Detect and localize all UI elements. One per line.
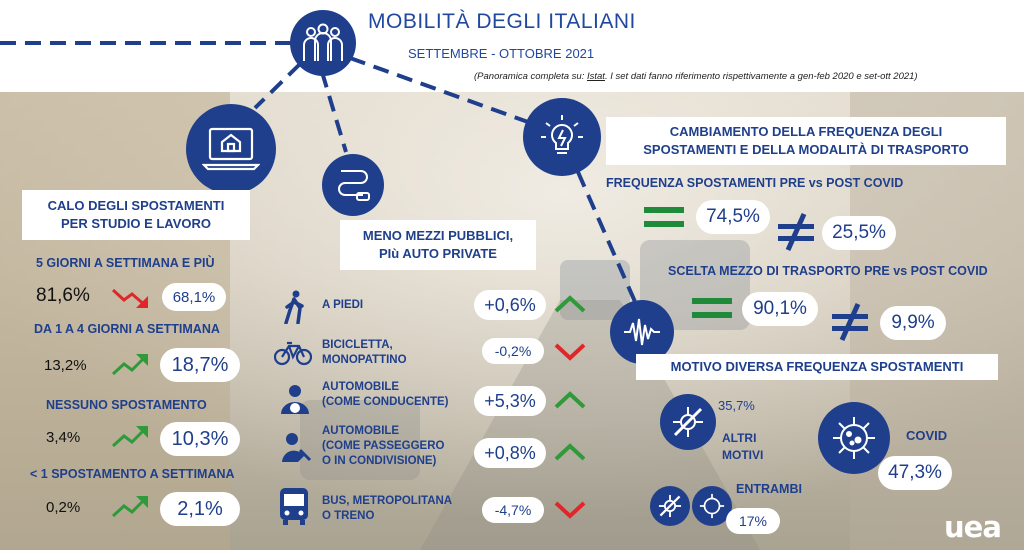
not-equal-icon [778,212,814,252]
other-reasons-small-icon [650,486,690,526]
left-row-2-before: 13,2% [44,357,87,374]
source-note: (Panoramica completa su: Istat. I set da… [474,71,918,82]
chevron-down-icon [554,501,586,519]
mode-1-value: +0,6% [474,290,546,320]
right-heading-line1: CAMBIAMENTO DELLA FREQUENZA DEGLI [669,124,943,139]
covid-virus-small-icon [692,486,732,526]
left-row-3-label: NESSUNO SPOSTAMENTO [46,398,207,412]
equals-icon [644,207,684,227]
trend-up-arrow-icon [111,426,148,448]
bicycle-icon [274,341,312,366]
middle-heading-line2: PIù AUTO PRIVATE [379,246,497,261]
mezzo-same-value: 90,1% [742,292,818,326]
left-heading-line2: PER STUDIO E LAVORO [61,216,211,231]
trend-up-arrow-icon [111,496,148,518]
covid-virus-icon [818,402,890,474]
altri-line1: ALTRI [722,431,757,445]
mezzo-label: SCELTA MEZZO DI TRASPORTO PRE vs POST CO… [668,264,988,278]
mode-4-line3: O IN CONDIVISIONE) [322,455,437,467]
freq-diff-value: 25,5% [822,216,896,250]
left-heading-line1: CALO DEGLI SPOSTAMENTI [47,198,225,213]
mode-4-value: +0,8% [474,438,546,468]
walking-person-icon [284,290,304,324]
car-passenger-icon [282,433,312,462]
chevron-up-icon [554,295,586,313]
trend-down-arrow-icon [111,288,148,308]
chevron-up-icon [554,443,586,461]
mode-1-line1: A PIEDI [322,299,364,311]
entrambi-value: 17% [726,508,780,534]
covid-label: COVID [906,428,948,443]
equals-icon [692,298,732,318]
people-group-icon [290,10,356,76]
other-reasons-icon [660,394,716,450]
mode-4-label: AUTOMOBILE (COME PASSEGGERO O IN CONDIVI… [322,424,444,469]
waveform-icon [610,300,674,364]
left-row-4-label: < 1 SPOSTAMENTO A SETTIMANA [30,467,235,481]
laptop-home-icon [186,104,276,194]
mode-5-value: -4,7% [482,497,544,523]
bus-icon [280,488,308,525]
mode-1-label: A PIEDI [322,298,363,313]
mode-2-label: BICICLETTA, MONOPATTINO [322,338,407,368]
uea-logo: uea [944,510,1002,544]
mode-3-label: AUTOMOBILE (COME CONDUCENTE) [322,380,449,410]
left-row-1-label: 5 GIORNI A SETTIMANA E PIÙ [36,256,215,270]
left-row-3-before: 3,4% [46,429,81,446]
source-note-prefix: (Panoramica completa su: [474,71,587,82]
source-note-suffix: . I set dati fanno riferimento rispettiv… [604,71,918,82]
trend-up-arrow-icon [111,354,148,376]
mode-2-line2: MONOPATTINO [322,354,407,366]
altri-line2: MOTIVI [722,448,764,462]
chevron-down-icon [554,343,586,361]
chevron-up-icon [554,391,586,409]
mode-3-value: +5,3% [474,386,546,416]
mode-3-line1: AUTOMOBILE [322,381,400,393]
left-row-3-after: 10,3% [160,422,240,456]
header-band [0,0,1024,92]
left-row-4-before: 0,2% [46,499,81,516]
mode-4-line1: AUTOMOBILE [322,425,400,437]
mode-5-line1: BUS, METROPOLITANA [322,495,453,507]
car-driver-icon [281,385,309,414]
mode-5-line2: O TRENO [322,510,375,522]
mode-5-label: BUS, METROPOLITANA O TRENO [322,494,452,524]
entrambi-label: ENTRAMBI [736,482,802,496]
mode-4-line2: (COME PASSEGGERO [322,440,445,452]
right-heading-line2: SPOSTAMENTI E DELLA MODALITÀ DI TRASPORT… [643,142,969,157]
road-route-icon [322,154,384,216]
left-section-heading: CALO DEGLI SPOSTAMENTI PER STUDIO E LAVOR… [22,190,250,240]
left-row-1-after: 68,1% [162,283,226,311]
middle-heading-line1: MENO MEZZI PUBBLICI, [362,228,514,243]
left-row-4-after: 2,1% [160,492,240,526]
mode-2-line1: BICICLETTA, [322,339,393,351]
altri-label: ALTRI MOTIVI [722,430,763,464]
altri-value: 35,7% [718,398,755,413]
mode-2-value: -0,2% [482,338,544,364]
page-title: MOBILITÀ DEGLI ITALIANI [368,10,636,33]
covid-value: 47,3% [878,456,952,490]
not-equal-icon [832,302,868,342]
istat-link[interactable]: Istat [587,71,605,82]
freq-same-value: 74,5% [696,200,770,234]
left-row-2-after: 18,7% [160,348,240,382]
middle-section-heading: MENO MEZZI PUBBLICI, PIù AUTO PRIVATE [340,220,536,270]
freq-label: FREQUENZA SPOSTAMENTI PRE vs POST COVID [606,176,904,190]
page-subtitle: SETTEMBRE - OTTOBRE 2021 [408,46,595,61]
left-row-1-before: 81,6% [36,285,90,306]
right-section-heading: CAMBIAMENTO DELLA FREQUENZA DEGLI SPOSTAM… [606,117,1006,165]
left-row-2-label: DA 1 A 4 GIORNI A SETTIMANA [34,322,220,336]
mezzo-diff-value: 9,9% [880,306,946,340]
mode-3-line2: (COME CONDUCENTE) [322,396,449,408]
motivo-heading: MOTIVO DIVERSA FREQUENZA SPOSTAMENTI [636,354,998,380]
lightbulb-icon [523,98,601,176]
